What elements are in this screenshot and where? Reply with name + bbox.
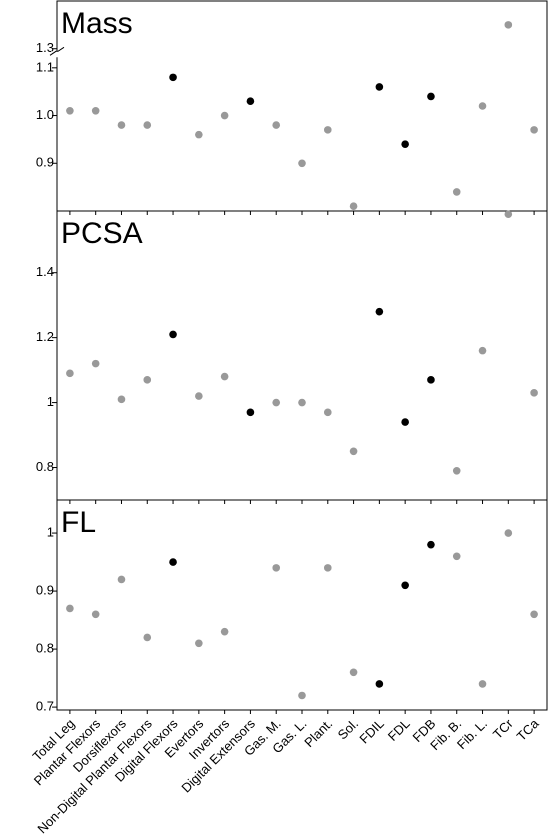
y-tick-label: 1 [47, 394, 54, 409]
data-point [427, 376, 435, 384]
y-tick-label: 0.7 [36, 699, 54, 714]
data-point [195, 392, 203, 400]
data-point [478, 346, 487, 355]
data-point [195, 639, 203, 648]
data-point [323, 408, 332, 417]
data-point [375, 83, 384, 91]
data-point [478, 680, 487, 688]
data-point [349, 447, 358, 456]
axis-break-gap [51, 51, 63, 58]
y-tick-label: 0.8 [36, 459, 54, 474]
panel-title: FL [61, 506, 96, 539]
data-point [452, 466, 461, 475]
data-point [401, 418, 409, 426]
data-point [401, 140, 409, 148]
data-point [272, 564, 281, 572]
data-point [298, 159, 306, 168]
y-tick-label: 0.9 [36, 155, 54, 170]
data-point [66, 106, 74, 115]
data-point [401, 581, 409, 590]
data-point [375, 307, 384, 316]
data-point [427, 540, 435, 549]
data-point [143, 633, 152, 642]
y-tick-label: 1.3 [36, 40, 54, 55]
data-point [375, 680, 384, 688]
data-point [169, 330, 177, 339]
data-point [504, 21, 513, 29]
data-point [66, 369, 74, 378]
data-point [530, 610, 538, 619]
data-point [91, 359, 100, 368]
x-tick-label: TCr [490, 715, 516, 741]
y-tick-label: 1.2 [36, 329, 54, 344]
panel-title: Mass [61, 7, 133, 40]
data-point [298, 398, 306, 407]
y-tick-label: 1.1 [36, 59, 54, 74]
x-tick-label: TCa [514, 715, 543, 744]
data-point [452, 552, 461, 561]
data-point [349, 202, 358, 211]
panel-frame [56, 210, 548, 501]
data-point [117, 121, 126, 129]
data-point [66, 604, 74, 613]
data-point [272, 398, 281, 407]
x-tick-label: FDL [385, 716, 413, 744]
x-tick-label: FDIL [356, 716, 387, 747]
data-point [298, 691, 306, 700]
data-point [530, 126, 538, 134]
y-tick-label: 1.4 [36, 264, 54, 279]
x-tick-label: Sol. [335, 716, 361, 742]
data-point [220, 372, 229, 381]
data-point [117, 395, 126, 404]
data-point [504, 210, 513, 219]
data-point [427, 92, 435, 101]
data-point [91, 610, 100, 619]
data-point [91, 106, 100, 115]
y-tick-label: 0.9 [36, 583, 54, 598]
data-point [246, 97, 255, 106]
y-tick-label: 1 [47, 525, 54, 540]
y-tick-label: 0.8 [36, 641, 54, 656]
data-point [323, 564, 332, 572]
x-tick-label: Plant. [301, 716, 335, 750]
data-point [452, 188, 461, 196]
data-point [246, 408, 255, 417]
data-point [220, 111, 229, 120]
data-point [143, 121, 152, 129]
data-point [220, 627, 229, 636]
axis-break [49, 46, 65, 56]
data-point [143, 376, 152, 384]
data-point [323, 126, 332, 134]
data-point [272, 121, 281, 129]
data-point [349, 668, 358, 677]
data-point [117, 575, 126, 584]
data-point [478, 102, 487, 110]
data-point [195, 130, 203, 139]
data-point [169, 73, 177, 82]
data-point [169, 558, 177, 566]
data-point [504, 529, 513, 537]
y-tick-label: 1.0 [36, 107, 54, 122]
x-tick-label: Fib. L. [454, 716, 490, 752]
data-point [530, 389, 538, 397]
panel-title: PCSA [61, 217, 143, 250]
panel-frame [56, 499, 548, 711]
